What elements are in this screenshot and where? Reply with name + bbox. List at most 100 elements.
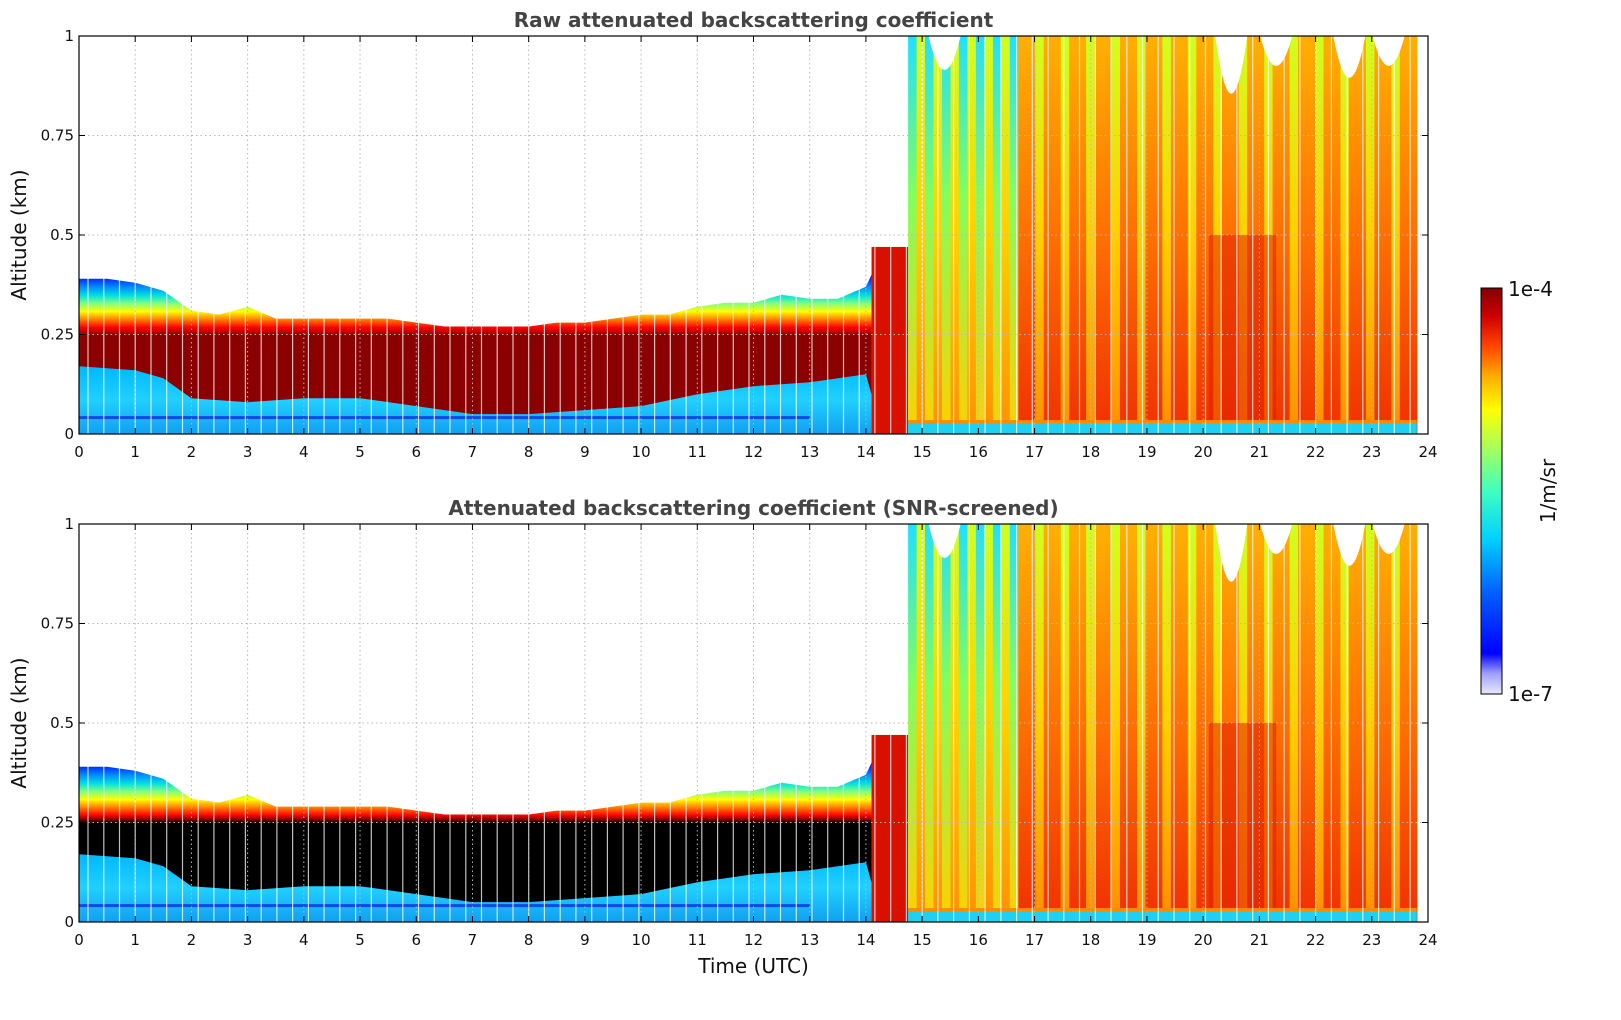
data-gap-line (953, 36, 955, 434)
backscatter-stripe (942, 36, 952, 434)
x-tick-label: 15 (913, 931, 932, 949)
backscatter-stripe (1298, 524, 1308, 922)
backscatter-stripe (1187, 524, 1197, 922)
transition-region (871, 734, 909, 922)
backscatter-stripe (1323, 524, 1333, 922)
data-gap-line (701, 524, 703, 922)
data-gap-line (276, 36, 278, 434)
x-tick-label: 5 (355, 443, 365, 461)
backscatter-stripe (950, 524, 960, 922)
data-gap-line (890, 524, 892, 922)
data-gap-line (339, 36, 341, 434)
data-gap-line (1189, 524, 1191, 922)
data-gap-line (1094, 36, 1096, 434)
backscatter-stripe (958, 524, 968, 922)
data-gap-line (764, 36, 766, 434)
near-surface-line (79, 416, 810, 420)
data-gap-line (669, 36, 671, 434)
data-gap-line (858, 36, 860, 434)
x-tick-label: 24 (1418, 931, 1437, 949)
x-tick-label: 4 (299, 443, 309, 461)
data-gap-line (496, 36, 498, 434)
data-gap-line (103, 36, 105, 434)
backscatter-stripe (1408, 524, 1418, 922)
x-tick-label: 17 (1025, 443, 1044, 461)
data-gap-line (323, 524, 325, 922)
data-gap-line (968, 36, 970, 434)
clear-sky-notch (928, 524, 961, 558)
backscatter-stripe (1332, 524, 1342, 922)
x-tick-label: 7 (468, 443, 478, 461)
data-gap-line (1047, 36, 1049, 434)
data-gap-line (260, 524, 262, 922)
backscatter-stripe (1170, 524, 1180, 922)
data-gap-line (591, 524, 593, 922)
data-gap-line (811, 36, 813, 434)
data-gap-line (1063, 524, 1065, 922)
x-tick-label: 5 (355, 931, 365, 949)
data-gap-line (575, 36, 577, 434)
backscatter-stripe (1103, 36, 1113, 434)
backscatter-stripe (1018, 36, 1028, 434)
backscatter-stripe (1306, 524, 1316, 922)
dense-core (1208, 235, 1277, 423)
y-tick-label: 0.5 (50, 226, 74, 244)
x-tick-label: 8 (524, 931, 534, 949)
data-gap-line (1220, 36, 1222, 434)
data-gap-line (480, 36, 483, 434)
data-gap-line (417, 36, 420, 434)
backscatter-stripe (1340, 524, 1350, 922)
backscatter-stripe (1340, 36, 1350, 434)
backscatter-stripe (1009, 36, 1019, 434)
data-gap-line (890, 36, 892, 434)
clear-sky-notch (1215, 36, 1248, 94)
backscatter-stripe (1120, 524, 1130, 922)
data-gap-line (465, 524, 467, 922)
x-tick-label: 20 (1194, 443, 1213, 461)
backscatter-stripe (1001, 36, 1011, 434)
data-gap-line (103, 524, 105, 922)
data-gap-line (953, 524, 955, 922)
data-gap-line (638, 36, 640, 434)
data-gap-line (779, 524, 782, 922)
data-gap-line (858, 524, 860, 922)
data-gap-line (355, 36, 357, 434)
x-tick-label: 22 (1306, 931, 1325, 949)
backscatter-stripe (1365, 36, 1375, 434)
x-tick-label: 23 (1362, 931, 1381, 949)
data-gap-line (1157, 36, 1159, 434)
data-gap-line (842, 36, 845, 434)
data-gap-line (732, 36, 734, 434)
y-axis-label: Altitude (km) (7, 169, 31, 300)
data-gap-line (559, 524, 561, 922)
data-gap-line (543, 36, 545, 434)
x-tick-label: 10 (632, 443, 651, 461)
data-gap-line (402, 36, 404, 434)
backscatter-stripe (1187, 36, 1197, 434)
colorbar-unit-label: 1/m/sr (1536, 458, 1560, 523)
data-gap-line (559, 36, 561, 434)
near-surface-line (79, 904, 810, 908)
backscatter-stripe (1162, 524, 1172, 922)
data-gap-line (166, 36, 168, 434)
data-gap-line (1000, 524, 1002, 922)
data-gap-line (166, 524, 168, 922)
x-tick-label: 24 (1418, 443, 1437, 461)
data-gap-line (1220, 524, 1222, 922)
data-gap-line (1346, 36, 1348, 434)
backscatter-stripe (1298, 36, 1308, 434)
x-tick-label: 14 (856, 931, 875, 949)
backscatter-stripe (1103, 524, 1113, 922)
x-tick-label: 3 (243, 931, 253, 949)
data-gap-line (1126, 36, 1128, 434)
backscatter-stripe (1026, 36, 1036, 434)
x-tick-label: 2 (187, 931, 197, 949)
data-gap-line (905, 36, 907, 434)
data-gap-line (323, 36, 325, 434)
data-gap-line (638, 524, 640, 922)
backscatter-stripe (1408, 36, 1418, 434)
data-gap-line (654, 36, 656, 434)
x-tick-label: 15 (913, 443, 932, 461)
data-gap-line (1378, 36, 1380, 434)
